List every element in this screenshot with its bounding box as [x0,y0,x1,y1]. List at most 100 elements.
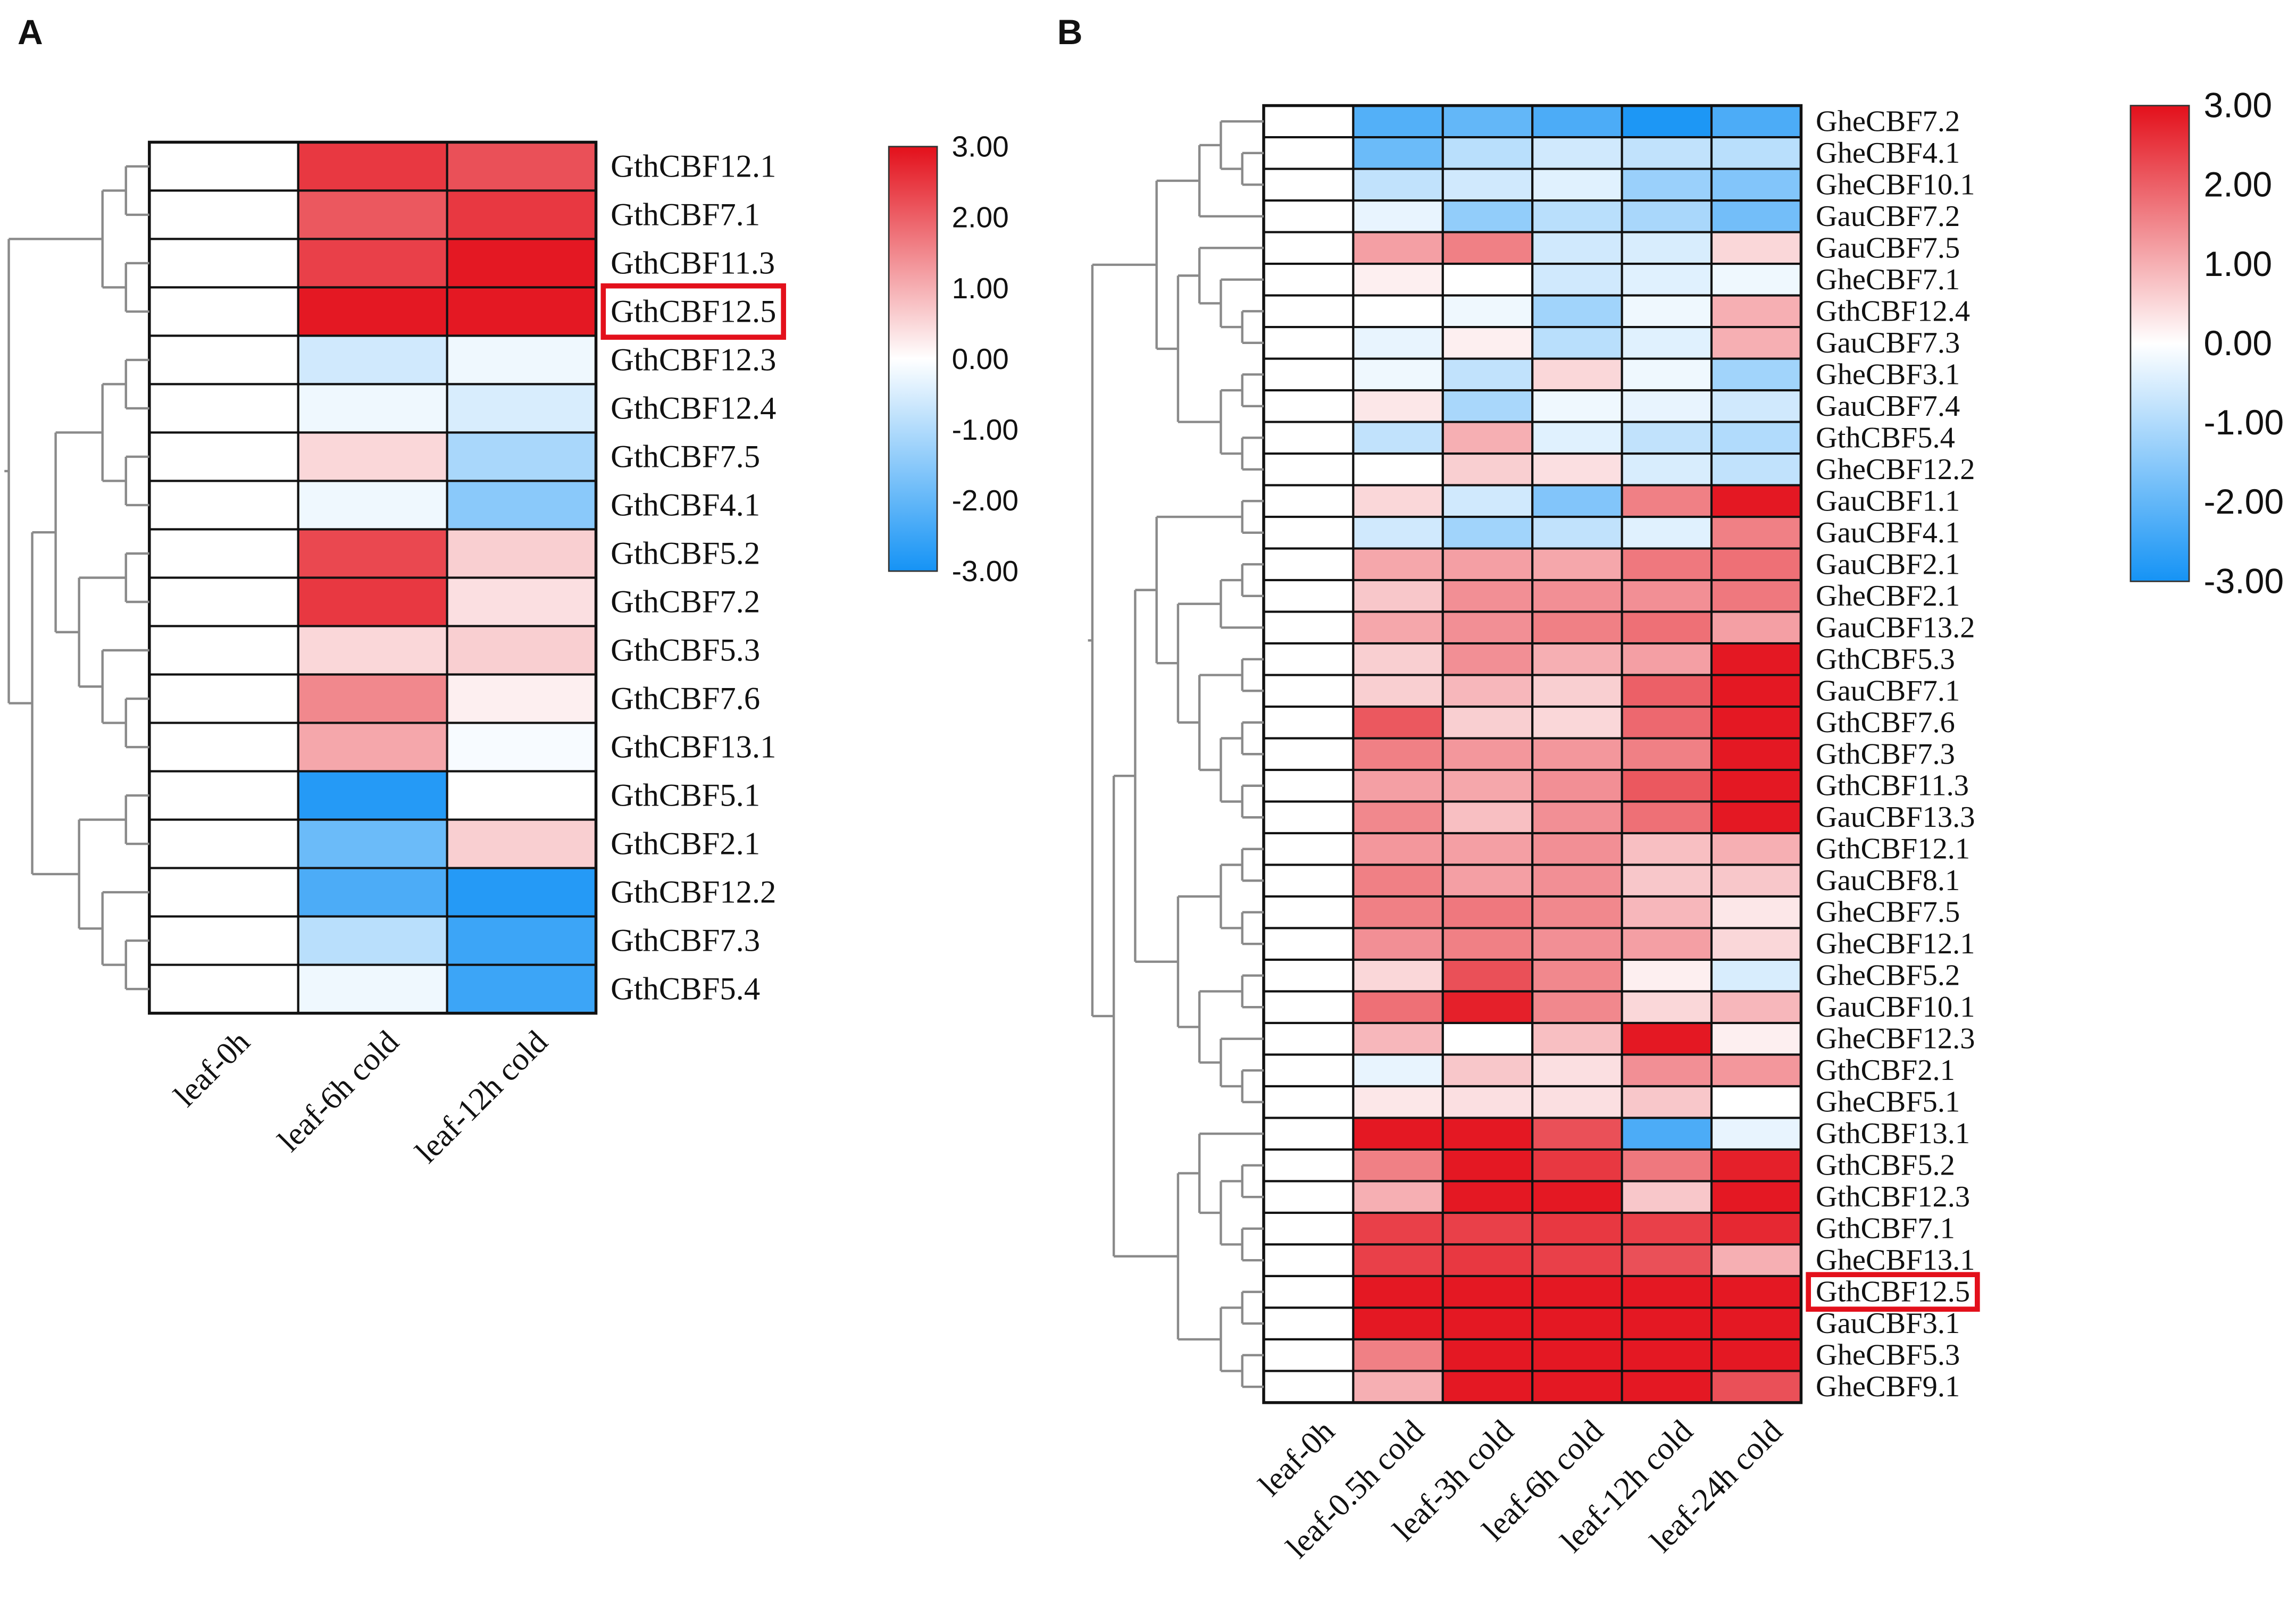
row-label: GthCBF2.1 [611,826,760,862]
heatmap-cell [1531,515,1623,550]
heatmap-cell [1262,357,1355,392]
heatmap-cell [1531,927,1623,961]
heatmap-cell [148,818,299,869]
heatmap-cell [1441,674,1534,708]
heatmap-cell [446,383,597,434]
panel-label: B [1057,13,1083,52]
heatmap-cell [148,673,299,724]
heatmap-cell [1262,452,1355,487]
row-label: GauCBF2.1 [1816,548,1960,581]
heatmap-cell [1352,547,1444,582]
heatmap-cell [1352,484,1444,518]
row-label: GthCBF7.6 [1816,706,1955,739]
row-label: GthCBF5.2 [1816,1149,1955,1182]
heatmap-cell [1710,1370,1802,1404]
heatmap-cell [1710,421,1802,455]
heatmap-cell [297,141,448,192]
heatmap-cell [1262,958,1355,993]
heatmap-cell [1352,104,1444,139]
heatmap-cell [1710,1180,1802,1214]
heatmap-cell [1531,547,1623,582]
row-label: GauCBF7.5 [1816,231,1960,264]
heatmap-cell [1710,990,1802,1025]
heatmap-cell [1352,1275,1444,1309]
colorbar-tick-label: 2.00 [952,201,1009,234]
heatmap-cell [1621,895,1713,929]
heatmap-cell [1621,1021,1713,1056]
heatmap-cell [297,286,448,337]
colorbar-tick-label: -1.00 [2204,403,2284,442]
row-label: GauCBF7.4 [1816,390,1960,423]
heatmap-cell [1710,895,1802,929]
row-label: GthCBF5.1 [611,778,760,814]
row-label: GauCBF8.1 [1816,864,1960,897]
column-label: leaf-6h cold [271,1024,406,1159]
row-label: GheCBF5.1 [1816,1086,1960,1119]
row-label: GheCBF13.1 [1816,1244,1975,1277]
heatmap-cell [1441,199,1534,233]
heatmap-cell [1352,389,1444,423]
colorbar-tick-label: -2.00 [2204,482,2284,522]
heatmap-cell [148,722,299,773]
heatmap-cell [1531,452,1623,487]
heatmap-cell [446,963,597,1015]
heatmap-cell [1621,800,1713,835]
heatmap-cell [1352,958,1444,993]
heatmap-cell [1441,1338,1534,1372]
heatmap-cell [1262,1338,1355,1372]
row-label: GauCBF10.1 [1816,991,1975,1024]
heatmap-cell [1710,389,1802,423]
heatmap-cell [297,963,448,1015]
heatmap-cell [1352,737,1444,772]
heatmap-cell [1531,864,1623,898]
heatmap-cell [1621,104,1713,139]
heatmap-cell [1441,1243,1534,1278]
heatmap-cell [1531,832,1623,866]
row-label: GthCBF12.5 [611,294,776,329]
heatmap-cell [1262,1180,1355,1214]
heatmap-cell [446,770,597,821]
heatmap-cell [1262,1306,1355,1340]
heatmap-cell [1352,642,1444,676]
heatmap-cell [446,431,597,482]
heatmap-cell [1710,452,1802,487]
heatmap-cell [1441,294,1534,329]
heatmap-cell [1352,263,1444,297]
row-label: GheCBF12.1 [1816,927,1975,960]
heatmap-cell [1441,136,1534,170]
heatmap-cell [1621,1180,1713,1214]
heatmap-cell [1441,167,1534,202]
heatmap-cell [1531,389,1623,423]
heatmap-cell [1621,357,1713,392]
heatmap-cell [1262,895,1355,929]
column-label: leaf-12h cold [408,1024,554,1170]
heatmap-cell [1531,1370,1623,1404]
heatmap-cell [1710,737,1802,772]
row-label: GthCBF4.1 [611,487,760,523]
row-label: GthCBF7.3 [1816,737,1955,770]
heatmap-cell [1441,1180,1534,1214]
heatmap-cell [148,576,299,627]
heatmap-cell [1441,579,1534,613]
row-label: GauCBF3.1 [1816,1307,1960,1340]
heatmap-cell [1621,768,1713,803]
heatmap-cell [1621,1117,1713,1151]
heatmap-cell [1262,737,1355,772]
row-label: GheCBF9.1 [1816,1370,1960,1403]
heatmap-cell [1710,800,1802,835]
row-label: GthCBF7.3 [611,923,760,959]
heatmap-cell [297,383,448,434]
heatmap-cell [1531,1275,1623,1309]
heatmap-cell [1531,737,1623,772]
heatmap-cell [1621,1211,1713,1246]
heatmap-cell [1441,231,1534,265]
row-label: GthCBF5.4 [1816,421,1955,454]
row-label: GthCBF12.4 [611,390,776,426]
heatmap-cell [1621,294,1713,329]
heatmap-cell [1352,1370,1444,1404]
heatmap-cell [1710,958,1802,993]
heatmap-cell [1352,800,1444,835]
heatmap-cell [1710,1243,1802,1278]
heatmap-cell [297,818,448,869]
heatmap-cell [446,673,597,724]
